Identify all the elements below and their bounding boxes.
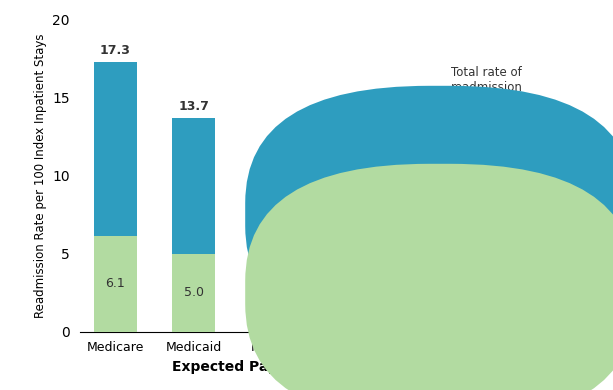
Text: 13.7: 13.7 [178, 100, 209, 113]
Y-axis label: Readmission Rate per 100 Index Inpatient Stays: Readmission Rate per 100 Index Inpatient… [34, 33, 47, 318]
Text: 11.5: 11.5 [335, 135, 366, 147]
X-axis label: Expected Payer: Expected Payer [172, 360, 294, 374]
Text: Rate of
readmission within
7 days: Rate of readmission within 7 days [457, 281, 568, 324]
Text: Rate of
readmission after
7 days: Rate of readmission after 7 days [457, 203, 560, 246]
Text: 4.5: 4.5 [341, 290, 360, 303]
Text: 5.0: 5.0 [184, 286, 204, 299]
Text: 3.3: 3.3 [262, 299, 282, 312]
Text: Total rate of
readmission
within 30 days: Total rate of readmission within 30 days [393, 66, 537, 167]
Bar [172, 118, 215, 254]
Bar [251, 193, 294, 280]
Bar [94, 236, 137, 332]
Text: 8.9: 8.9 [261, 175, 283, 188]
Bar [329, 152, 372, 261]
Bar [172, 254, 215, 332]
Bar [329, 261, 372, 332]
Bar [251, 280, 294, 332]
Text: 17.3: 17.3 [100, 44, 131, 57]
Bar [94, 62, 137, 236]
Text: 6.1: 6.1 [105, 277, 125, 291]
